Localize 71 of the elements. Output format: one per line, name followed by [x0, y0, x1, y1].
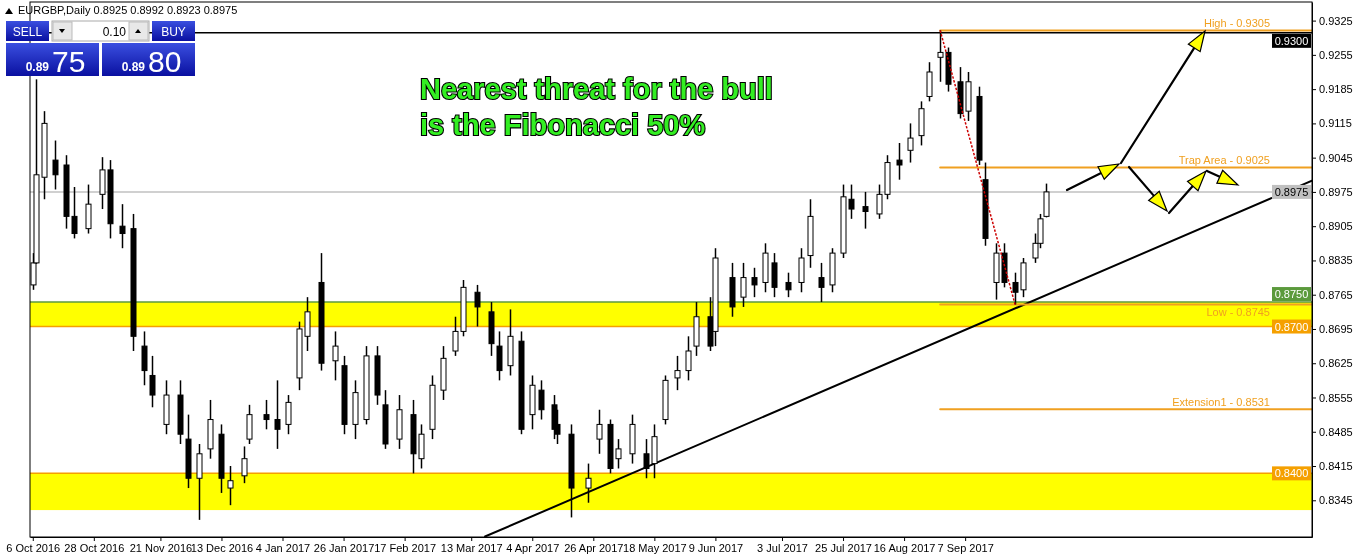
- series-label: Extension1 - 0.8531: [1172, 396, 1270, 409]
- ref-line-label: 0.8750: [1274, 288, 1309, 301]
- x-tick-label: 7 Sep 2017: [937, 541, 994, 554]
- x-tick-label: 26 Jan 2017: [313, 541, 375, 554]
- candlestick: [862, 191, 869, 230]
- y-tick-label: 0.8625: [1319, 357, 1353, 370]
- y-tick-label: 0.8415: [1319, 460, 1353, 473]
- y-tick-label: 0.8485: [1319, 425, 1353, 438]
- candlestick: [740, 262, 747, 308]
- ref-line-label: 0.8700: [1274, 320, 1309, 333]
- candlestick: [227, 465, 234, 506]
- annotation: 0.10: [102, 24, 127, 39]
- chart-title: EURGBP,Daily 0.8925 0.8992 0.8923 0.8975: [18, 4, 238, 16]
- y-tick-label: 0.9255: [1319, 48, 1353, 61]
- x-tick-label: 26 Apr 2017: [564, 541, 624, 554]
- ref-line-label: 0.8400: [1274, 467, 1309, 480]
- candlestick: [285, 394, 292, 435]
- y-tick-label: 0.8695: [1319, 322, 1353, 335]
- x-tick-label: 17 Feb 2017: [374, 541, 436, 554]
- annotation: Nearest threat for the bull is the Fibonacci 50%: [420, 73, 773, 141]
- y-tick-label: 0.9185: [1319, 83, 1353, 96]
- candlestick: [585, 462, 592, 504]
- y-tick-label: 0.9115: [1319, 117, 1352, 130]
- candlestick: [52, 139, 59, 191]
- candlestick: [263, 399, 270, 431]
- series-label: High - 0.9305: [1203, 17, 1270, 30]
- annotation: 0.89: [25, 60, 50, 74]
- y-tick-label: 0.8835: [1319, 254, 1353, 267]
- y-tick-label: 0.8555: [1319, 391, 1353, 404]
- candlestick: [896, 142, 903, 181]
- candlestick: [685, 335, 692, 382]
- candlestick: [751, 267, 758, 298]
- candlestick: [241, 445, 248, 484]
- y-tick-label: 0.8765: [1319, 288, 1353, 301]
- x-tick-label: 21 Nov 2016: [129, 541, 193, 554]
- x-tick-label: 18 May 2017: [623, 541, 687, 554]
- candlestick: [596, 408, 603, 455]
- x-tick-label: 9 Jun 2017: [688, 541, 744, 554]
- x-tick-label: 3 Jul 2017: [757, 541, 808, 554]
- candlestick: [818, 262, 825, 303]
- y-tick-label: 0.9045: [1319, 151, 1353, 164]
- annotation: 0.89: [121, 60, 146, 74]
- annotation: 80: [148, 45, 182, 78]
- candlestick: [119, 203, 126, 249]
- x-tick-label: 28 Oct 2016: [64, 541, 125, 554]
- x-tick-label: 4 Jan 2017: [255, 541, 311, 554]
- x-tick-label: 16 Aug 2017: [873, 541, 936, 554]
- series-label: Low - 0.8745: [1206, 306, 1270, 319]
- x-tick-label: 4 Apr 2017: [506, 541, 560, 554]
- candlestick: [785, 271, 792, 298]
- annotation: 75: [52, 45, 86, 78]
- candlestick: [274, 379, 281, 450]
- ref-line-label: 0.8975: [1274, 185, 1309, 198]
- y-tick-label: 0.9325: [1319, 14, 1353, 27]
- x-tick-label: 13 Mar 2017: [440, 541, 503, 554]
- series-label: Trap Area - 0.9025: [1178, 154, 1270, 167]
- x-tick-label: 25 Jul 2017: [815, 541, 872, 554]
- x-tick-label: 13 Dec 2016: [190, 541, 254, 554]
- ref-line-label: 0.9300: [1274, 34, 1309, 47]
- annotation: SELL: [12, 24, 43, 39]
- candlestick: [674, 355, 681, 391]
- annotation: BUY: [161, 24, 186, 39]
- y-tick-label: 0.8345: [1319, 494, 1353, 507]
- y-tick-label: 0.8975: [1319, 185, 1353, 198]
- candlestick: [907, 122, 914, 164]
- candlestick: [149, 355, 156, 409]
- x-tick-label: 6 Oct 2016: [6, 541, 61, 554]
- candlestick: [332, 330, 339, 382]
- candlestick: [538, 379, 545, 421]
- candlestick: [474, 284, 481, 328]
- y-tick-label: 0.8905: [1319, 220, 1353, 233]
